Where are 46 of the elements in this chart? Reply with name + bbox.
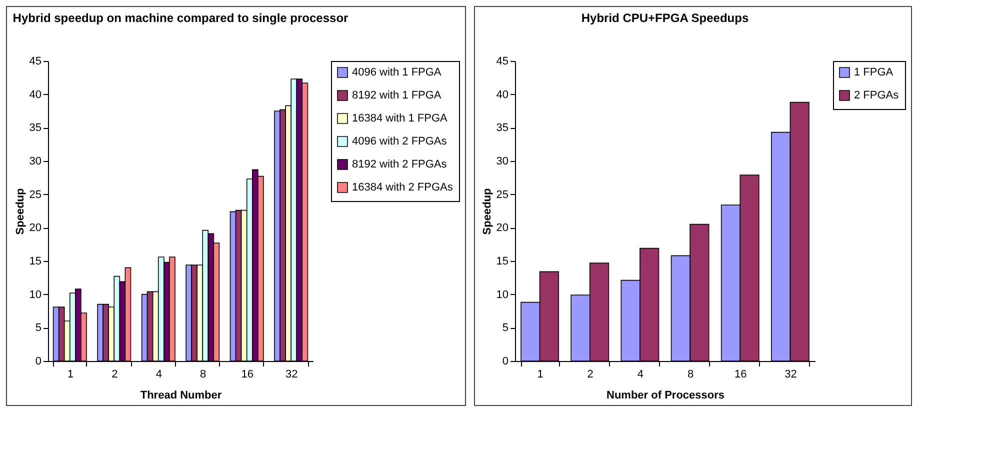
legend-label: 16384 with 2 FPGAs <box>352 182 454 194</box>
y-tick-label: 40 <box>496 88 508 101</box>
y-tick-label: 45 <box>29 56 42 68</box>
y-tick-label: 5 <box>502 322 508 334</box>
x-tick-label: 4 <box>637 368 644 380</box>
y-tick-label: 30 <box>29 156 42 168</box>
chart-title: Hybrid speedup on machine compared to single processor <box>12 11 349 25</box>
y-tick-label: 35 <box>496 122 508 134</box>
x-tick-label: 32 <box>784 368 797 380</box>
x-tick-label: 8 <box>687 368 694 380</box>
y-axis-title: Speedup <box>481 188 494 235</box>
x-tick-label: 1 <box>67 368 74 380</box>
x-tick-label: 2 <box>112 368 118 380</box>
x-tick-label: 8 <box>200 368 206 380</box>
y-tick-label: 20 <box>496 222 508 234</box>
y-tick-label: 5 <box>35 322 42 334</box>
y-tick-label: 20 <box>29 222 42 234</box>
y-tick-label: 0 <box>502 356 508 368</box>
legend-label: 8192 with 1 FPGA <box>352 90 442 102</box>
y-tick-label: 45 <box>496 56 508 68</box>
x-tick-label: 16 <box>734 368 747 380</box>
x-axis-title: Number of Processors <box>606 390 724 402</box>
y-tick-label: 0 <box>35 356 42 368</box>
x-axis-title: Thread Number <box>140 390 222 402</box>
legend-label: 2 FPGAs <box>854 90 900 102</box>
x-tick-label: 2 <box>587 368 594 380</box>
y-tick-label: 10 <box>29 288 42 301</box>
y-tick-label: 15 <box>496 256 508 268</box>
y-tick-label: 35 <box>29 122 42 134</box>
x-tick-label: 16 <box>241 368 254 380</box>
y-tick-label: 25 <box>29 188 42 201</box>
chart-title: Hybrid CPU+FPGA Speedups <box>581 11 749 25</box>
x-tick-label: 1 <box>537 368 544 380</box>
y-tick-label: 15 <box>29 256 42 268</box>
x-tick-label: 32 <box>285 368 298 380</box>
legend-label: 4096 with 2 FPGAs <box>352 136 448 148</box>
legend-label: 8192 with 2 FPGAs <box>352 158 448 170</box>
y-tick-label: 30 <box>496 156 508 168</box>
y-tick-label: 40 <box>29 88 42 101</box>
legend-label: 1 FPGA <box>854 66 894 78</box>
y-tick-label: 25 <box>496 188 508 201</box>
legend-label: 4096 with 1 FPGA <box>352 66 442 78</box>
x-tick-label: 4 <box>156 368 162 380</box>
y-axis-title: Speedup <box>14 188 26 235</box>
legend-label: 16384 with 1 FPGA <box>352 112 448 124</box>
y-tick-label: 10 <box>496 288 508 301</box>
